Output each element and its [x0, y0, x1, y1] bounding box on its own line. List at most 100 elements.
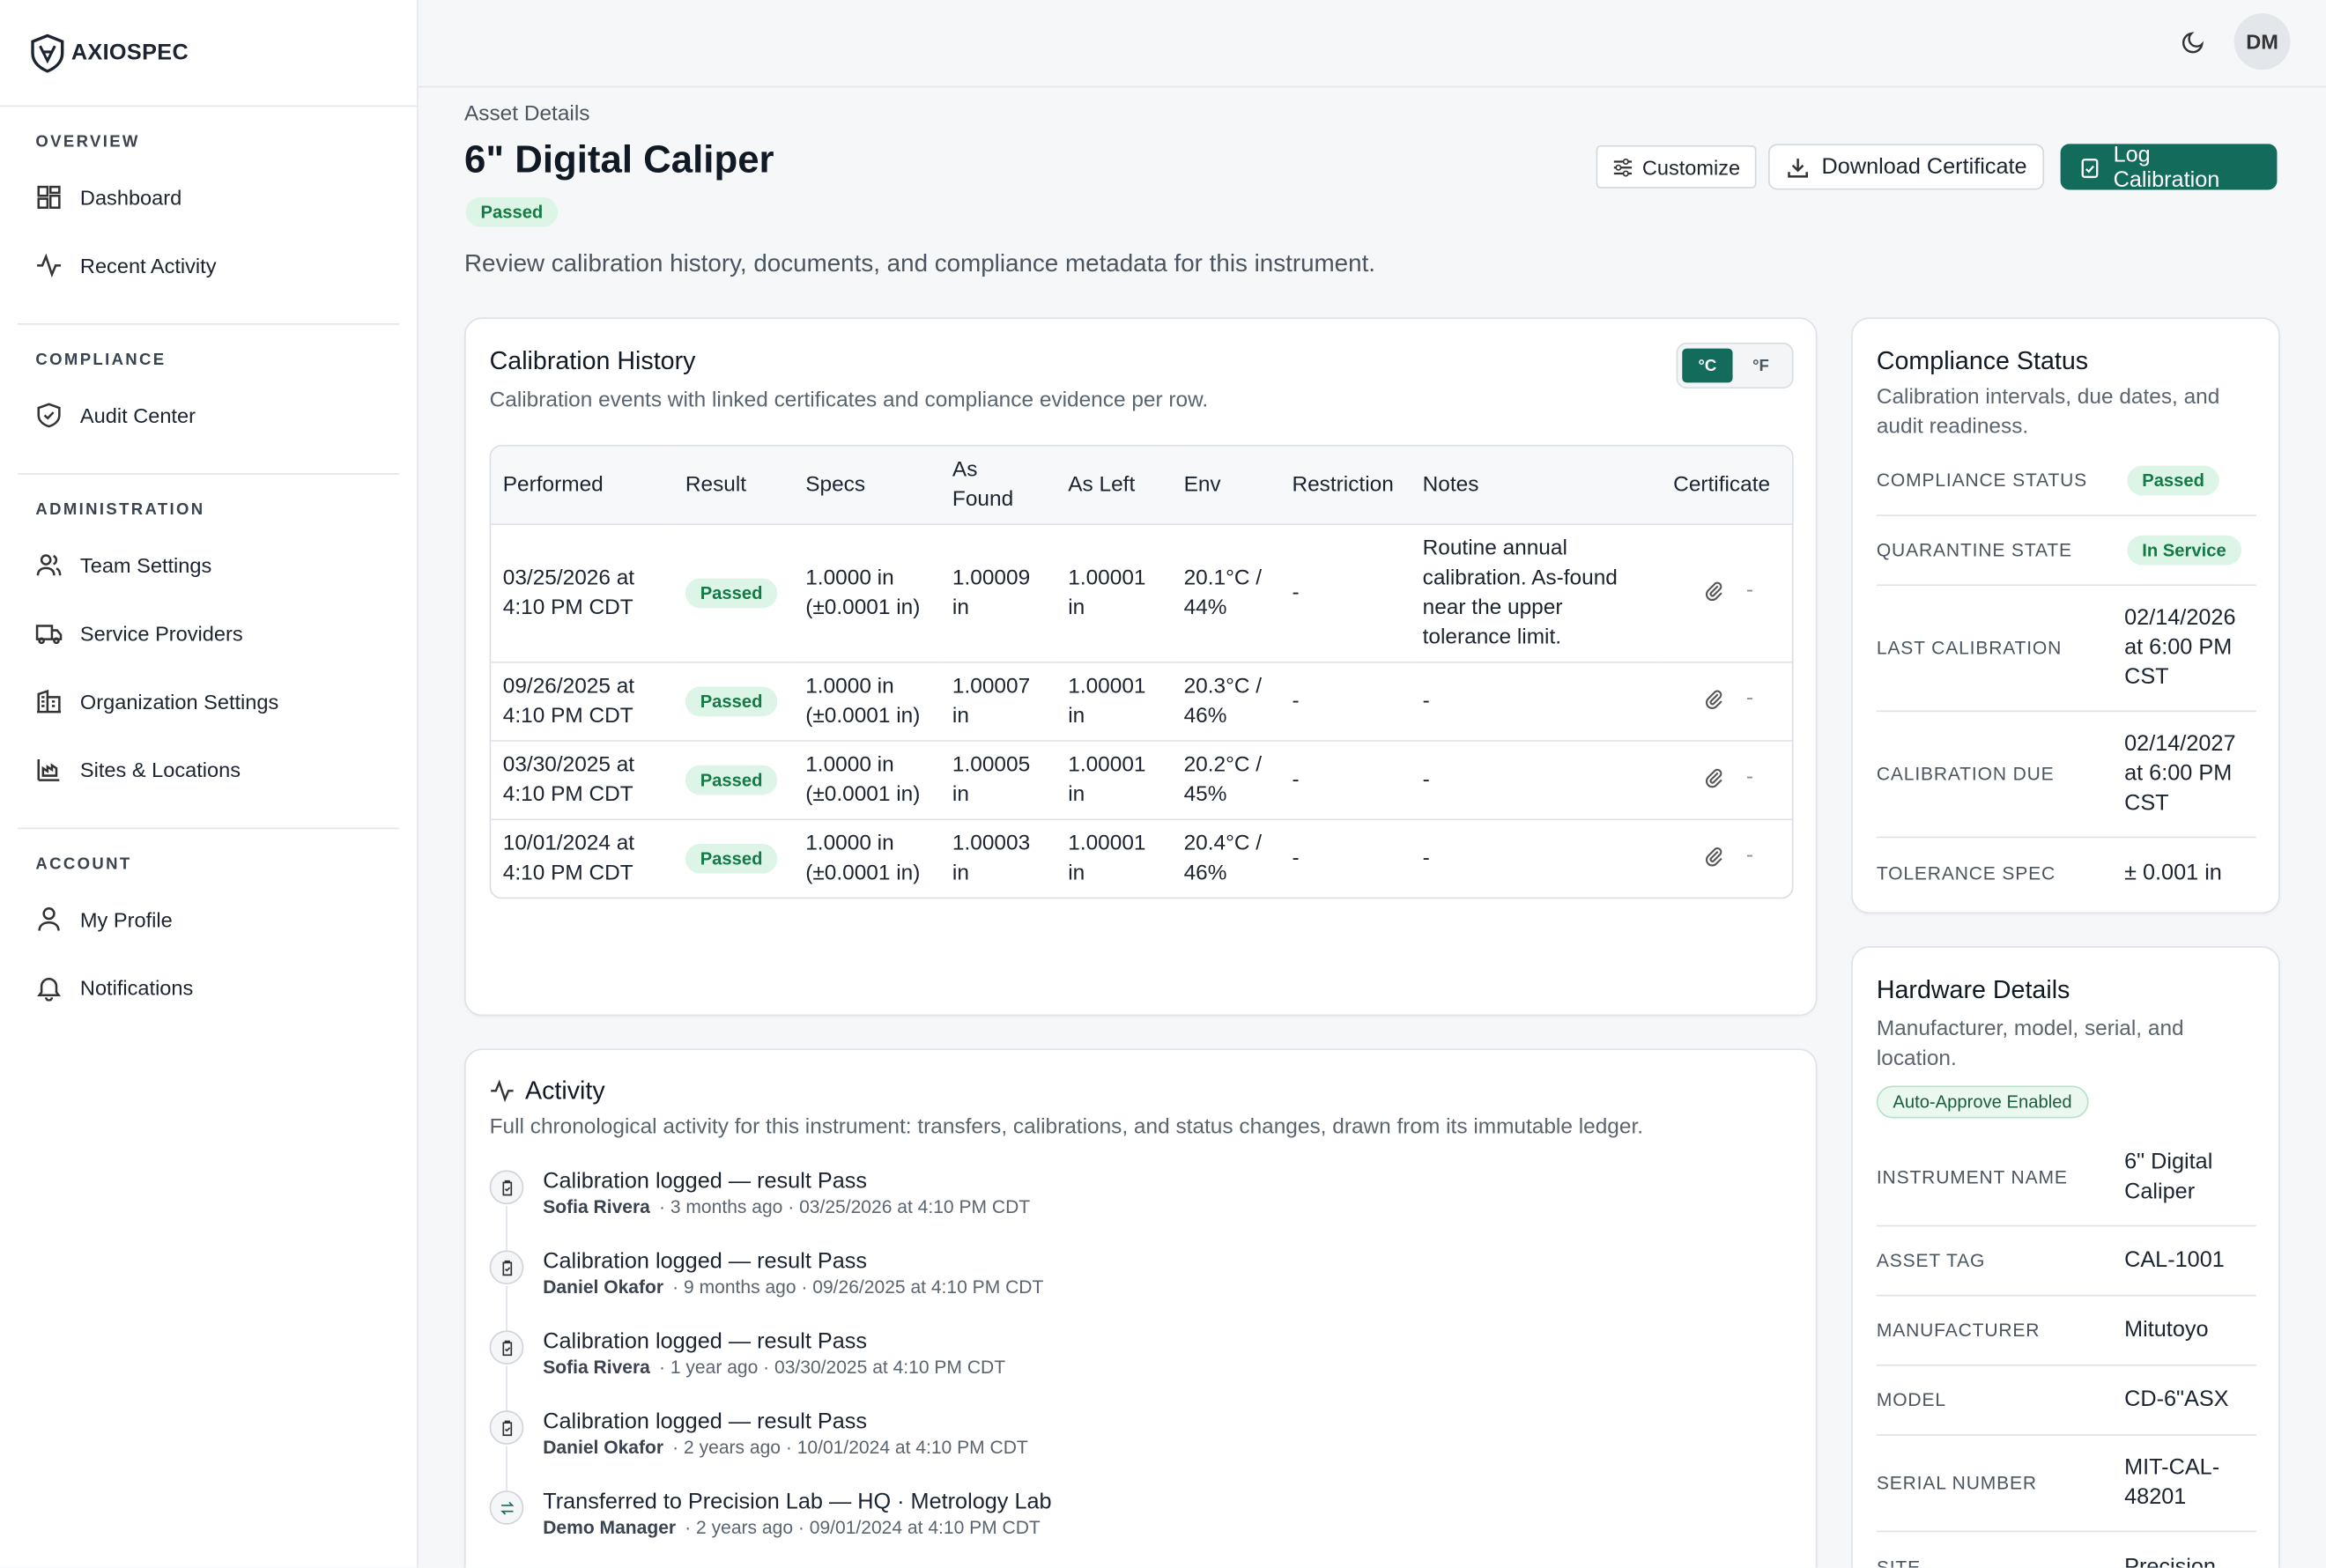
- activity-title: Transferred to Precision Lab — HQ · Metr…: [543, 1489, 1052, 1515]
- detail-value: CD-6"ASX: [2124, 1387, 2229, 1412]
- nav-item[interactable]: Team Settings: [35, 531, 381, 599]
- nav-item[interactable]: Sites & Locations: [35, 736, 381, 803]
- detail-label: SERIAL NUMBER: [1876, 1472, 2037, 1494]
- detail-row: LAST CALIBRATION 02/14/2026 at 6:00 PM CS…: [1876, 586, 2256, 713]
- table-cell: -: [1662, 819, 1792, 897]
- button-label: Customize: [1641, 154, 1741, 179]
- activity-user: Demo Manager: [543, 1517, 677, 1538]
- activity-icon: [489, 1410, 524, 1445]
- nav-item[interactable]: Organization Settings: [35, 668, 381, 736]
- unit-option[interactable]: °F: [1752, 356, 1769, 375]
- table-cell: 1.00001 in: [1056, 524, 1173, 663]
- cell-text: 09/26/2025 at 4:10 PM CDT: [502, 675, 635, 729]
- cell-text: 1.00001 in: [1068, 675, 1146, 729]
- hardware-list: INSTRUMENT NAME 6" Digital Caliper ASSET T…: [1876, 1130, 2256, 1568]
- cell-text: 1.0000 in (±0.0001 in): [805, 832, 921, 886]
- icon: [37, 403, 61, 428]
- activity-meta: Demo Manager · 2 years ago · 09/01/2024 a…: [543, 1517, 1765, 1538]
- certificate-value: -: [1745, 766, 1753, 790]
- nav-label: Sites & Locations: [79, 758, 241, 782]
- activity-icon: [489, 1330, 524, 1365]
- detail-value: Precision: [2124, 1553, 2216, 1568]
- nav-item[interactable]: Dashboard: [35, 163, 381, 231]
- detail-row: INSTRUMENT NAME 6" Digital Caliper: [1876, 1130, 2256, 1227]
- table-cell: 1.0000 in (±0.0001 in): [793, 662, 941, 742]
- hardware-card: Hardware Details Manufacturer, model, se…: [1851, 946, 2280, 1568]
- nav-item[interactable]: My Profile: [35, 885, 381, 953]
- nav: OVERVIEW Dashboard Recent Activity COMPLIAN…: [0, 107, 417, 1046]
- activity-card: Activity Full chronological activity for…: [463, 1048, 1818, 1568]
- auto-approve-badge: Auto-Approve Enabled: [1876, 1085, 2089, 1119]
- customize-button[interactable]: Customize: [1596, 144, 1757, 189]
- activity-item: Calibration logged — result Pass Sofia Ri…: [489, 1167, 1766, 1251]
- certificate[interactable]: -: [1703, 576, 1753, 606]
- table-cell: -: [1280, 740, 1411, 821]
- icon: [501, 1180, 512, 1195]
- nav-label: My Profile: [79, 907, 173, 932]
- icon: [38, 906, 60, 931]
- cell-text: -: [1292, 689, 1300, 714]
- activity-user: Sofia Rivera: [543, 1196, 650, 1218]
- page-description: Review calibration history, documents, a…: [463, 250, 1376, 277]
- log-calibration-button[interactable]: Log Calibration: [2060, 142, 2278, 192]
- column-header: As Found: [940, 446, 1056, 526]
- activity-title: Calibration logged — result Pass: [543, 1248, 868, 1275]
- avatar[interactable]: DM: [2233, 13, 2291, 70]
- table-cell: Passed: [673, 740, 794, 821]
- detail-label: QUARANTINE STATE: [1876, 539, 2072, 561]
- status-badge: Passed: [465, 196, 559, 227]
- detail-label: MANUFACTURER: [1876, 1320, 2041, 1342]
- activity-time: · 3 months ago · 03/25/2026 at 4:10 PM C…: [658, 1196, 1031, 1218]
- column-header: Certificate: [1661, 446, 1792, 526]
- column-header: Specs: [793, 446, 941, 526]
- table-cell: Passed: [673, 662, 794, 742]
- unit-option[interactable]: °C: [1682, 348, 1733, 383]
- card-subtitle: Calibration intervals, due dates, and au…: [1876, 385, 2220, 440]
- topbar: DM: [418, 0, 2326, 88]
- icon: [1788, 158, 1808, 177]
- activity-icon: [489, 1170, 524, 1205]
- table-cell: 03/25/2026 at 4:10 PM CDT: [491, 524, 674, 663]
- table-row: 10/01/2024 at 4:10 PM CDT Passed 1.0000 in…: [491, 819, 1792, 897]
- table-cell: -: [1661, 524, 1792, 663]
- page-title: 6" Digital Caliper: [463, 136, 774, 181]
- theme-toggle[interactable]: [2181, 28, 2207, 55]
- table-row: 09/26/2025 at 4:10 PM CDT Passed 1.0000 in…: [491, 662, 1792, 742]
- detail-label: CALIBRATION DUE: [1876, 764, 2055, 785]
- result-badge: Passed: [685, 765, 778, 795]
- certificate-value: -: [1745, 844, 1753, 869]
- result-badge: Passed: [685, 686, 778, 717]
- icon: [500, 1501, 514, 1514]
- nav-item[interactable]: Recent Activity: [35, 232, 381, 300]
- certificate-value: -: [1745, 579, 1753, 603]
- nav-label: Team Settings: [79, 553, 212, 577]
- nav-label: Recent Activity: [79, 253, 217, 277]
- card-subtitle: Full chronological activity for this ins…: [489, 1115, 1644, 1140]
- table-cell: 1.00001 in: [1056, 819, 1172, 897]
- cell-text: 1.00001 in: [1068, 566, 1146, 620]
- table-cell: -: [1280, 819, 1411, 897]
- brand: AXIOSPEC: [0, 0, 418, 107]
- certificate[interactable]: -: [1703, 763, 1753, 793]
- table-cell: Passed: [673, 524, 794, 663]
- activity-time: · 1 year ago · 03/30/2025 at 4:10 PM CDT: [658, 1357, 1006, 1379]
- activity-meta: Daniel Okafor · 9 months ago · 09/26/2025…: [543, 1277, 1765, 1298]
- table-cell: 1.00003 in: [940, 819, 1056, 897]
- activity-meta: Sofia Rivera · 1 year ago · 03/30/2025 at…: [543, 1357, 1765, 1379]
- certificate[interactable]: -: [1703, 841, 1753, 871]
- table-cell: -: [1411, 819, 1662, 897]
- nav-item[interactable]: Audit Center: [35, 381, 381, 449]
- certificate[interactable]: -: [1703, 684, 1753, 714]
- detail-value: MIT-CAL-48201: [2124, 1454, 2220, 1510]
- detail-label: LAST CALIBRATION: [1876, 637, 2063, 659]
- nav-section-label: ACCOUNT: [35, 855, 132, 874]
- nav-item[interactable]: Service Providers: [35, 599, 381, 667]
- download-button[interactable]: Download Certificate: [1767, 144, 2045, 190]
- detail-label: INSTRUMENT NAME: [1876, 1167, 2068, 1188]
- nav-item[interactable]: Notifications: [35, 954, 381, 1022]
- activity-time: · 2 years ago · 10/01/2024 at 4:10 PM CD…: [672, 1437, 1028, 1459]
- activity-meta: Sofia Rivera · 3 months ago · 03/25/2026 …: [543, 1197, 1765, 1218]
- nav-label: Organization Settings: [79, 689, 279, 714]
- icon: [37, 689, 62, 714]
- compliance-card: Compliance Status Calibration intervals,…: [1851, 317, 2280, 914]
